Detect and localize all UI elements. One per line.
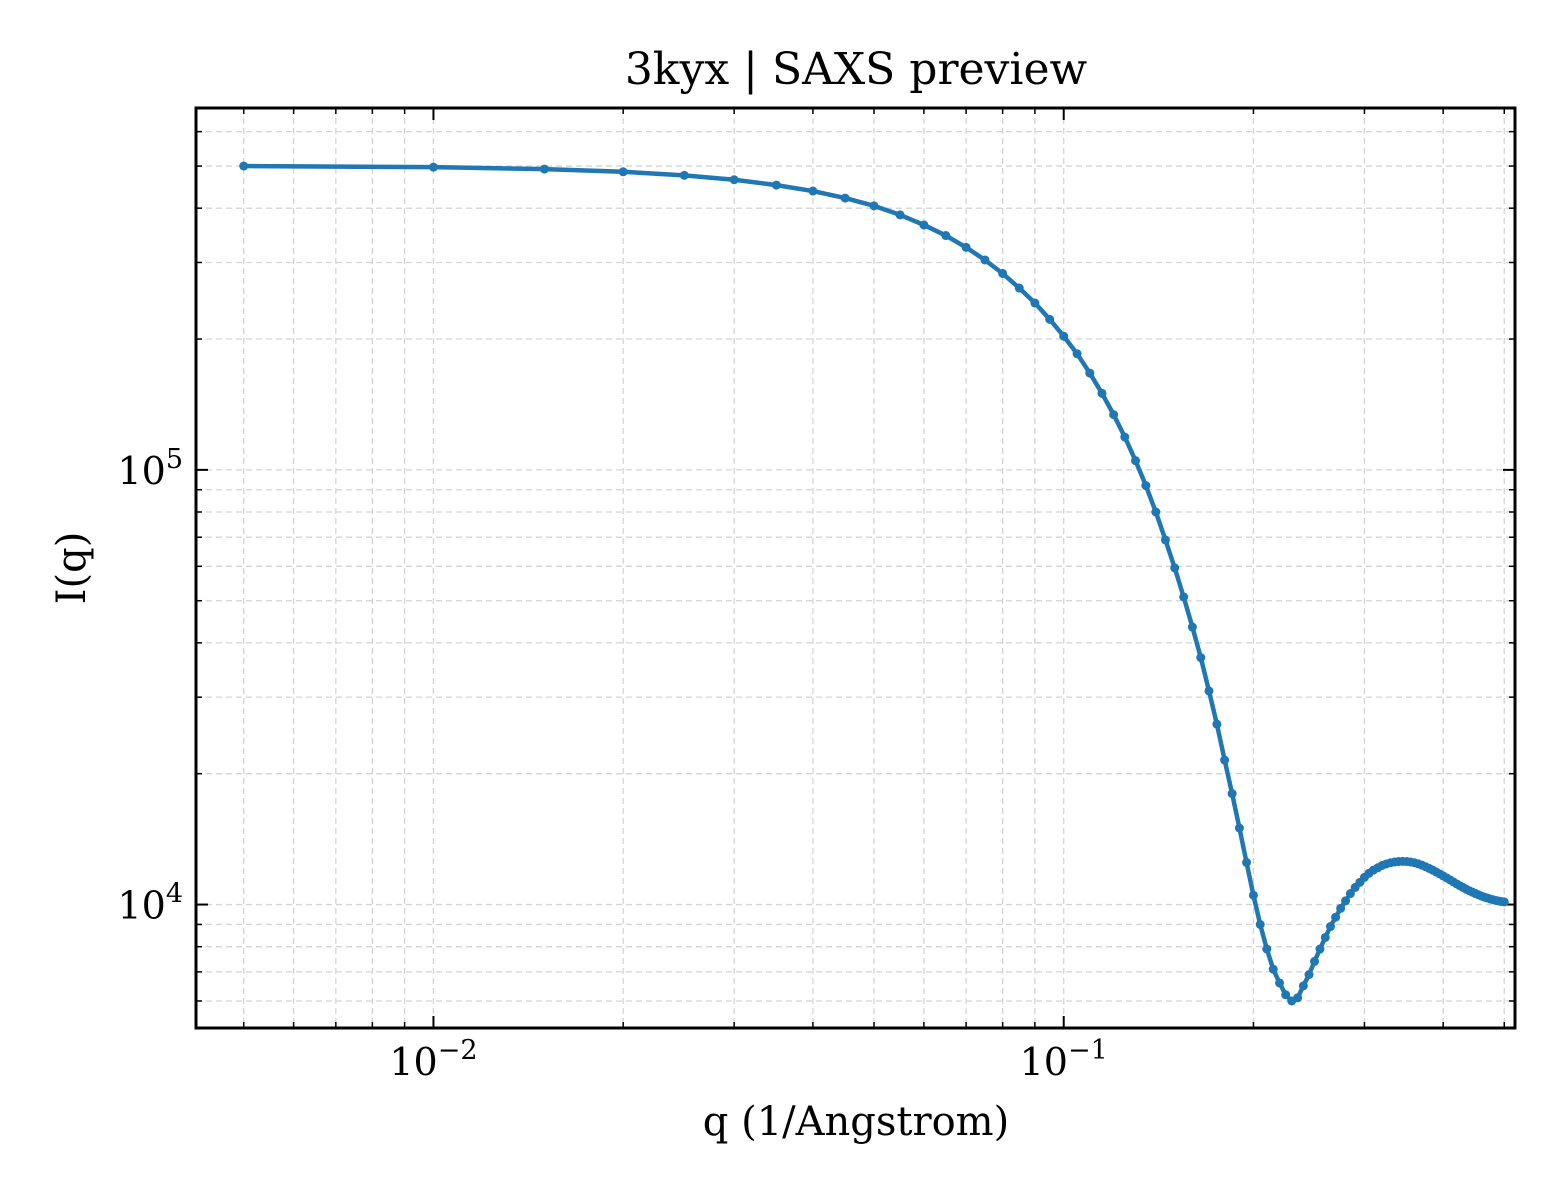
data-point bbox=[618, 167, 628, 177]
data-point bbox=[1059, 331, 1069, 341]
data-point bbox=[1310, 956, 1320, 966]
data-point bbox=[1196, 653, 1206, 663]
data-point bbox=[679, 170, 689, 180]
data-series bbox=[239, 161, 1509, 1006]
tick-labels: 10−2 10−1 104 105 bbox=[117, 444, 1107, 1084]
data-point bbox=[239, 161, 249, 171]
plot-frame bbox=[194, 106, 1517, 1030]
data-point bbox=[729, 175, 739, 185]
data-point bbox=[1255, 919, 1265, 929]
data-point bbox=[1220, 755, 1230, 765]
data-point bbox=[1331, 912, 1341, 922]
data-point bbox=[1085, 368, 1095, 378]
data-point bbox=[1499, 897, 1509, 907]
data-point bbox=[1030, 298, 1040, 308]
data-point bbox=[1072, 349, 1082, 359]
data-point bbox=[895, 210, 905, 220]
data-point bbox=[1293, 993, 1303, 1003]
grid bbox=[196, 108, 1515, 1028]
data-point bbox=[1242, 857, 1252, 867]
data-point bbox=[1268, 964, 1278, 974]
data-point bbox=[941, 231, 951, 241]
data-point bbox=[1120, 432, 1130, 442]
y-tick-label: 104 bbox=[117, 879, 183, 928]
data-point bbox=[771, 180, 781, 190]
data-point bbox=[1014, 283, 1024, 293]
data-point bbox=[1262, 944, 1272, 954]
data-point bbox=[980, 255, 990, 265]
data-point bbox=[1325, 922, 1335, 932]
data-point bbox=[1341, 896, 1351, 906]
data-point bbox=[1248, 890, 1258, 900]
y-tick-label: 105 bbox=[117, 444, 183, 493]
data-point bbox=[1320, 932, 1330, 942]
data-point bbox=[1304, 970, 1314, 980]
data-point bbox=[1187, 622, 1197, 632]
data-point bbox=[1045, 314, 1055, 324]
data-point bbox=[428, 162, 438, 172]
data-point bbox=[1298, 981, 1308, 991]
y-axis-label: I(q) bbox=[49, 532, 95, 605]
data-point bbox=[961, 242, 971, 252]
data-point bbox=[1131, 456, 1141, 466]
chart-title: 3kyx | SAXS preview bbox=[625, 44, 1088, 95]
x-tick-label: 10−2 bbox=[389, 1035, 477, 1084]
data-point bbox=[1160, 535, 1170, 545]
data-point bbox=[1170, 563, 1180, 573]
data-point bbox=[1227, 789, 1237, 799]
data-point bbox=[1179, 592, 1189, 602]
data-point bbox=[808, 186, 818, 196]
data-point bbox=[1097, 388, 1107, 398]
data-point bbox=[1234, 823, 1244, 833]
data-point bbox=[1281, 990, 1291, 1000]
data-point bbox=[1151, 507, 1161, 517]
data-point bbox=[1204, 686, 1214, 696]
data-point bbox=[1212, 719, 1222, 729]
data-point bbox=[1109, 410, 1119, 420]
data-point bbox=[1141, 481, 1151, 491]
x-axis-label: q (1/Angstrom) bbox=[703, 1099, 1009, 1145]
x-tick-label: 10−1 bbox=[1020, 1035, 1108, 1084]
data-point bbox=[998, 268, 1008, 278]
data-point bbox=[539, 164, 549, 174]
data-point bbox=[919, 220, 929, 230]
data-point bbox=[869, 201, 879, 211]
data-point bbox=[1345, 889, 1355, 899]
data-point bbox=[1315, 944, 1325, 954]
data-point bbox=[1275, 978, 1285, 988]
data-point bbox=[1336, 903, 1346, 913]
data-point bbox=[840, 193, 850, 203]
